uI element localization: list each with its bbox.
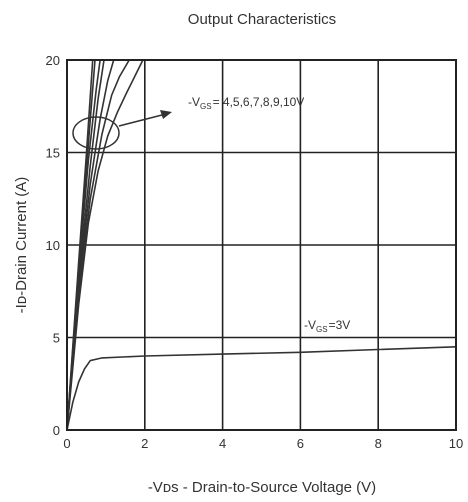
x-tick-labels: 0 2 4 6 8 10 [63,436,463,451]
annotation-arrowhead [160,110,172,119]
annotation-vgs-3v-value: =3V [329,318,351,332]
series-line-1 [66,59,144,431]
x-tick-label: 8 [375,436,382,451]
y-tick-label: 10 [46,238,60,253]
series-line-8 [66,346,457,431]
annotation-vgs-3v-prefix: -V [304,318,316,332]
chart-title: Output Characteristics [188,11,336,28]
curve-group-ellipse [72,116,120,150]
annotation-vgs-high-subscript: GS [200,102,212,111]
x-tick-label: 2 [141,436,148,451]
annotation-vgs-high: -VGS= 4,5,6,7,8,9,10V [188,95,304,111]
x-tick-label: 6 [297,436,304,451]
x-axis-label: -Vᴅs - Drain-to-Source Voltage (V) [148,479,376,496]
annotation-vgs-high-prefix: -V [188,95,200,109]
x-tick-label: 10 [449,436,463,451]
x-tick-label: 4 [219,436,226,451]
y-tick-label: 5 [53,331,60,346]
y-tick-label: 15 [46,146,60,161]
annotation-vgs-3v-subscript: GS [316,325,328,334]
annotation-arrow [118,114,163,127]
series-line-7 [66,59,94,431]
grid-lines [67,60,456,430]
x-tick-label: 0 [63,436,70,451]
plot-frame [66,59,457,431]
curves [66,59,457,431]
y-tick-labels: 0 5 10 15 20 [46,53,60,438]
annotation-vgs-high-values: = 4,5,6,7,8,9,10V [213,95,305,109]
y-tick-label: 20 [46,53,60,68]
y-tick-label: 0 [53,423,60,438]
annotation-vgs-3v: -VGS=3V [304,318,350,334]
y-axis-label: -Iᴅ-Drain Current (A) [13,177,30,314]
